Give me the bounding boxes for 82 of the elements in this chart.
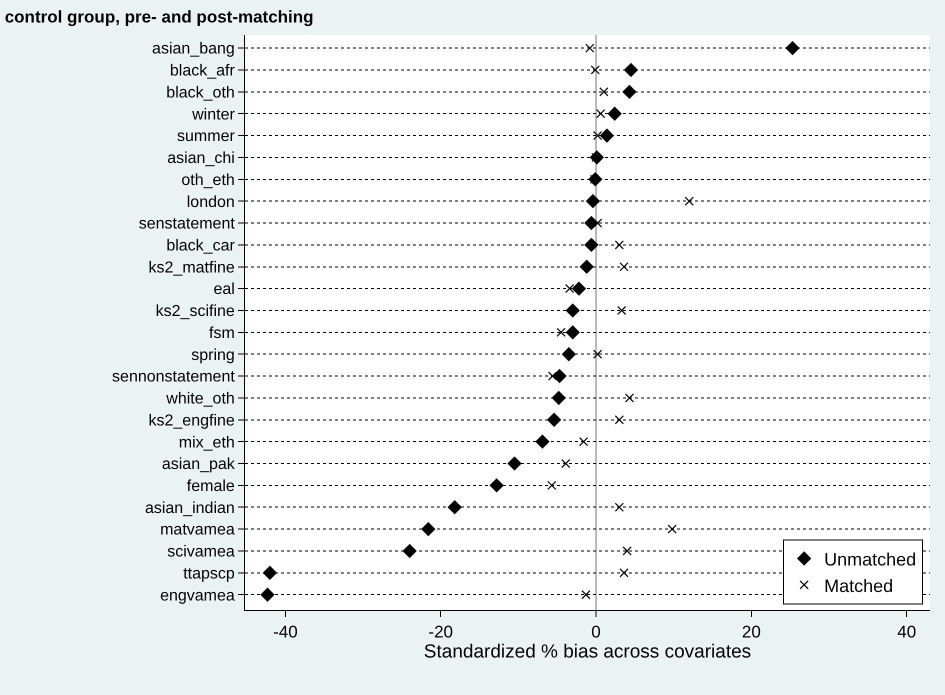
point: [599, 87, 608, 96]
point: [581, 590, 591, 600]
point: [260, 588, 275, 602]
point: [622, 84, 637, 99]
point: [561, 458, 570, 468]
chart-title: control group, pre- and post-matching: [4, 7, 314, 26]
point: [546, 412, 562, 427]
point: [785, 40, 800, 56]
point: [593, 350, 602, 359]
point: [402, 544, 417, 558]
y-tick-label: engvamea: [160, 587, 235, 604]
y-tick-label: asian_indian: [144, 500, 235, 517]
y-tick-label: black_car: [166, 237, 236, 254]
point: [580, 260, 594, 274]
point: [614, 240, 624, 250]
y-tick-label: female: [186, 478, 235, 495]
point: [552, 390, 566, 406]
y-tick-label: london: [186, 194, 235, 211]
point: [596, 109, 606, 118]
y-tick-label: matvamea: [160, 522, 235, 539]
y-tick-label: scivamea: [167, 544, 235, 561]
legend-label: Unmatched: [824, 549, 916, 570]
point: [619, 262, 629, 272]
point: [614, 415, 624, 424]
y-tick-label: black_afr: [170, 62, 236, 80]
point: [552, 368, 567, 384]
point: [565, 284, 574, 294]
point: [585, 44, 594, 53]
x-tick-label: -20: [428, 622, 453, 642]
point: [614, 502, 624, 512]
x-tick-label: 40: [897, 622, 916, 642]
y-tick-label: fsm: [209, 324, 235, 342]
legend-label: Matched: [824, 576, 894, 596]
x-tick-label: 0: [591, 622, 601, 642]
y-tick-label: summer: [177, 128, 236, 146]
point: [593, 130, 602, 140]
point: [624, 62, 638, 78]
point: [579, 437, 588, 446]
point: [572, 281, 586, 296]
point: [617, 306, 626, 316]
point: [624, 393, 634, 403]
point: [668, 524, 677, 534]
point: [608, 106, 622, 121]
y-tick-label: white_oth: [165, 390, 235, 408]
point: [619, 568, 629, 578]
point: [535, 434, 550, 449]
point: [622, 546, 632, 556]
point: [566, 325, 580, 340]
y-tick-label: black_oth: [166, 84, 235, 102]
y-tick-label: winter: [191, 106, 236, 124]
point: [586, 194, 600, 208]
point: [507, 456, 522, 471]
y-tick-label: ks2_engfine: [148, 412, 235, 430]
point: [562, 347, 576, 362]
y-tick-label: asian_pak: [162, 456, 236, 474]
y-tick-label: senstatement: [138, 216, 236, 233]
y-tick-label: spring: [191, 346, 235, 364]
point: [566, 303, 580, 318]
point: [556, 328, 566, 337]
y-tick-label: ks2_scifine: [156, 303, 235, 320]
point: [489, 478, 504, 493]
y-tick-label: asian_chi: [167, 150, 235, 168]
point: [584, 238, 599, 252]
point: [548, 371, 558, 381]
point: [593, 218, 602, 228]
x-axis-title: Standardized % bias across covariates: [424, 641, 752, 662]
point: [262, 566, 277, 580]
x-tick-label: 20: [742, 622, 761, 642]
y-tick-label: sennonstatement: [112, 368, 236, 386]
point: [547, 480, 556, 490]
y-tick-label: ttapscp: [183, 565, 235, 582]
point: [421, 522, 436, 536]
y-tick-label: eal: [213, 281, 235, 298]
y-tick-label: mix_eth: [178, 434, 235, 452]
y-tick-label: asian_bang: [152, 40, 235, 58]
y-tick-label: oth_eth: [181, 172, 235, 189]
point: [684, 196, 694, 206]
x-tick-label: -40: [273, 622, 298, 642]
point: [600, 128, 614, 143]
point: [590, 65, 600, 75]
y-tick-label: ks2_matfine: [148, 259, 235, 276]
point: [448, 500, 462, 514]
